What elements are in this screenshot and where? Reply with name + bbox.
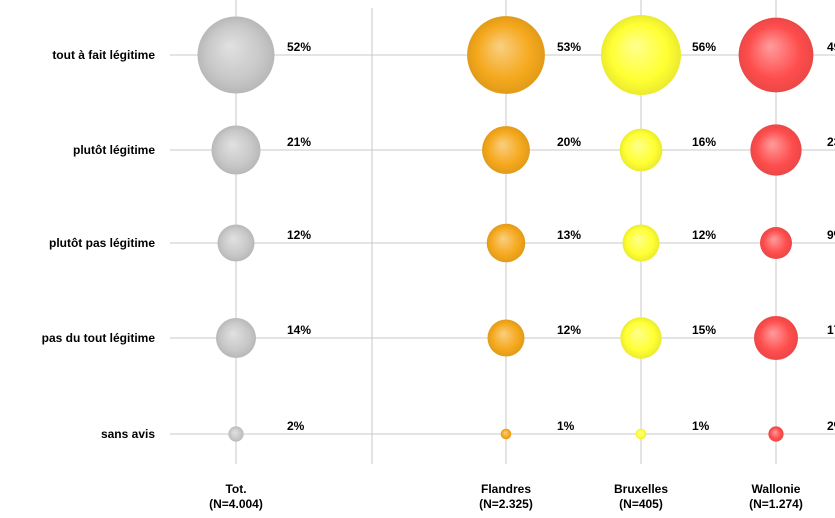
percent-label: 13% [557,228,581,242]
bubble [467,16,545,94]
percent-label: 23% [827,135,835,149]
bubble [217,224,255,262]
percent-label: 52% [287,40,311,54]
percent-label: 1% [692,419,710,433]
column-label: Wallonie [752,482,801,496]
percent-label: 17% [827,323,835,337]
bubble [500,428,512,440]
column-n-label: (N=1.274) [749,497,803,511]
bubble [738,17,814,93]
percent-label: 56% [692,40,716,54]
column-label: Bruxelles [614,482,668,496]
bubble [760,227,792,259]
percent-labels: 52% 21% 12% 14% 2% 53% 20% 13% 12% 1% 56% 16% 12% 15%… [287,40,835,433]
row-labels: tout à fait légitime plutôt légitime plutô… [42,48,156,441]
percent-label: 49% [827,40,835,54]
percent-label: 20% [557,135,581,149]
row-label: pas du tout légitime [42,331,156,345]
percent-label: 12% [692,228,716,242]
column-n-label: (N=4.004) [209,497,263,511]
column-n-label: (N=405) [619,497,663,511]
percent-label: 1% [557,419,575,433]
percent-label: 53% [557,40,581,54]
bubble [622,224,660,262]
percent-label: 16% [692,135,716,149]
bubble [228,426,244,442]
percent-label: 12% [557,323,581,337]
column-labels: Tot.(N=4.004)Flandres(N=2.325)Bruxelles(… [209,482,803,511]
row-label: plutôt légitime [73,143,155,157]
bubble [487,319,525,357]
bubble [620,317,662,359]
bubble [216,318,256,358]
percent-label: 15% [692,323,716,337]
column-n-label: (N=2.325) [479,497,533,511]
percent-label: 9% [827,228,835,242]
bubble [768,426,784,442]
bubble [482,126,530,174]
bubble [197,16,275,94]
row-label: plutôt pas légitime [49,236,155,250]
bubble [619,128,663,172]
bubble [754,316,798,360]
row-label: sans avis [101,427,155,441]
bubble [211,125,261,175]
bubble [601,15,681,95]
percent-label: 2% [287,419,305,433]
percent-label: 21% [287,135,311,149]
bubble [635,428,647,440]
bubbles [197,15,814,442]
percent-label: 2% [827,419,835,433]
row-label: tout à fait légitime [52,48,155,62]
percent-label: 14% [287,323,311,337]
column-label: Tot. [225,482,246,496]
bubble [486,223,526,263]
bubble [750,124,802,176]
percent-label: 12% [287,228,311,242]
column-label: Flandres [481,482,531,496]
